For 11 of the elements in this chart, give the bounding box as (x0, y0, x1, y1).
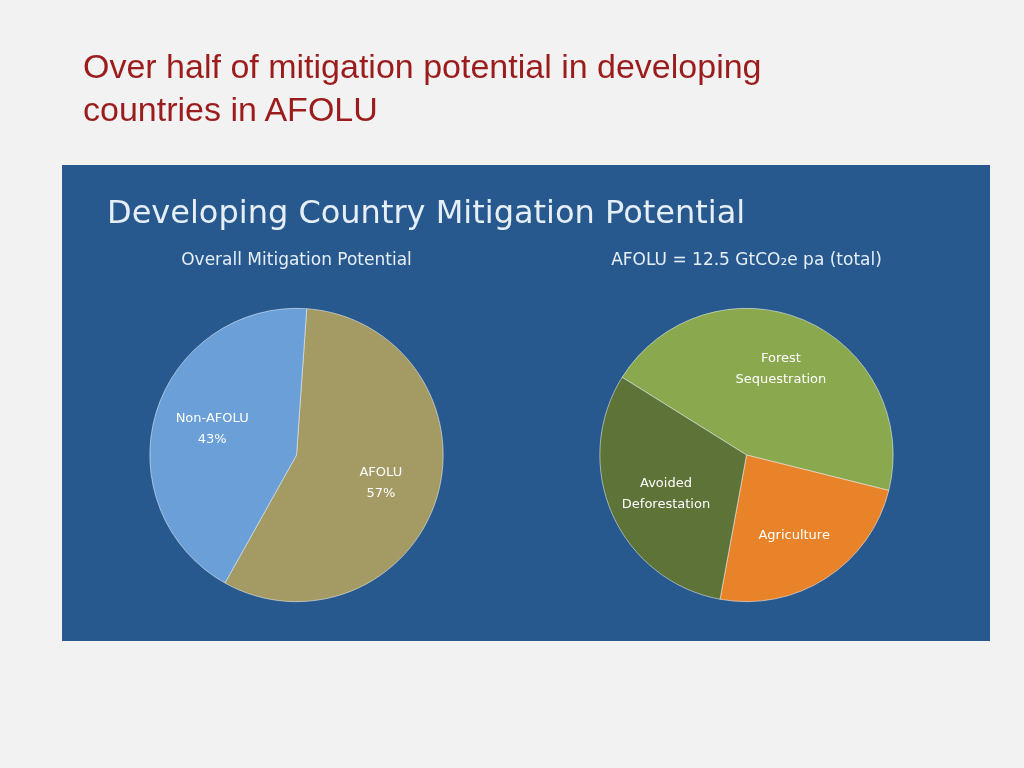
text: Over half of mitigation potential in developing countries in AFOLU (83, 46, 763, 130)
slice-label: Avoided Deforestation (621, 475, 711, 511)
slice-label: AFOLU (359, 464, 403, 479)
slice-label: Agriculture (758, 526, 830, 542)
text: Developing Country Mitigation Potential (107, 192, 746, 233)
chart-title: AFOLU = 12.5 GtCO₂e pa (total) (611, 248, 882, 269)
slice-label: Forest Sequestration (735, 349, 827, 386)
chart-title: Overall Mitigation Potential (181, 248, 412, 269)
slice-label: Non-AFOLU (175, 409, 249, 425)
data-label: 43% (197, 430, 227, 446)
data-label: 57% (366, 484, 396, 500)
